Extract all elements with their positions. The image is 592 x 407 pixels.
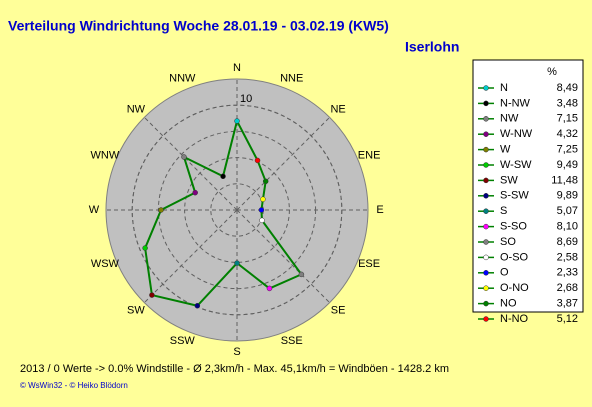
marker bbox=[158, 207, 164, 213]
marker bbox=[234, 260, 240, 266]
legend-value: 8,69 bbox=[557, 236, 578, 248]
legend-value: 5,07 bbox=[557, 205, 578, 217]
direction-label: NNE bbox=[280, 73, 303, 85]
direction-label: SSE bbox=[281, 335, 303, 347]
legend-marker bbox=[483, 193, 489, 199]
marker bbox=[142, 245, 148, 251]
direction-label: WSW bbox=[91, 258, 120, 270]
legend-value: 7,25 bbox=[557, 144, 578, 156]
legend-label: SW bbox=[500, 174, 518, 186]
legend-value: 3,87 bbox=[557, 298, 578, 310]
legend-marker bbox=[483, 177, 489, 184]
legend-value: 8,10 bbox=[557, 221, 578, 233]
legend-label: W-SW bbox=[500, 159, 532, 171]
legend-value: 5,12 bbox=[557, 313, 578, 325]
legend-value: 9,49 bbox=[557, 159, 578, 171]
direction-label: ENE bbox=[358, 150, 381, 162]
legend-marker bbox=[483, 208, 489, 214]
marker bbox=[194, 303, 201, 309]
legend-label: S-SW bbox=[500, 190, 529, 202]
marker bbox=[181, 154, 187, 160]
legend-marker bbox=[483, 239, 489, 245]
legend-box bbox=[472, 59, 584, 313]
direction-label: SE bbox=[331, 304, 346, 316]
direction-label: W bbox=[89, 204, 100, 216]
direction-label: SW bbox=[127, 304, 145, 316]
legend-marker bbox=[483, 300, 489, 307]
legend-marker bbox=[483, 254, 489, 261]
legend-marker bbox=[483, 270, 489, 276]
legend-value: 4,32 bbox=[557, 128, 578, 140]
legend-marker bbox=[483, 146, 489, 153]
legend-value: 2,68 bbox=[557, 282, 578, 294]
direction-label: NNW bbox=[169, 73, 196, 85]
legend-marker bbox=[483, 223, 489, 230]
direction-label: ESE bbox=[358, 258, 380, 270]
legend-marker bbox=[483, 131, 489, 137]
marker bbox=[254, 157, 261, 164]
legend-value: 7,15 bbox=[557, 113, 578, 125]
legend-label: O bbox=[500, 267, 509, 279]
legend-label: NO bbox=[500, 298, 517, 310]
legend-marker bbox=[483, 162, 489, 168]
direction-label: E bbox=[376, 204, 383, 216]
legend-marker bbox=[483, 100, 489, 107]
legend-value: 3,48 bbox=[557, 97, 578, 109]
legend-header: % bbox=[547, 66, 557, 78]
legend-label: SO bbox=[500, 236, 516, 248]
chart-title: Verteilung Windrichtung Woche 28.01.19 -… bbox=[8, 18, 389, 34]
legend-label: S bbox=[500, 205, 507, 217]
legend-value: 8,49 bbox=[557, 82, 578, 94]
legend-label: W bbox=[500, 144, 511, 156]
tick-ring bbox=[131, 104, 343, 316]
legend-marker bbox=[483, 285, 489, 291]
legend-label: N bbox=[500, 82, 508, 94]
legend-marker bbox=[483, 316, 489, 322]
r-tick-label: 10 bbox=[240, 93, 252, 105]
spoke bbox=[144, 209, 238, 303]
legend-label: W-NW bbox=[500, 128, 533, 140]
spoke bbox=[144, 117, 238, 211]
legend-label: N-NO bbox=[500, 313, 529, 325]
marker bbox=[220, 173, 226, 180]
marker bbox=[258, 207, 265, 213]
legend-value: 2,58 bbox=[557, 251, 578, 263]
footer: 2013 / 0 Werte -> 0.0% Windstille - Ø 2,… bbox=[20, 363, 449, 375]
direction-label: NW bbox=[127, 103, 146, 115]
direction-label: SSW bbox=[170, 335, 196, 347]
direction-label: N bbox=[233, 62, 241, 74]
marker bbox=[192, 189, 198, 196]
legend-value: 9,89 bbox=[557, 190, 578, 202]
legend-label: O-NO bbox=[500, 282, 529, 294]
legend-value: 2,33 bbox=[557, 267, 578, 279]
legend-label: S-SO bbox=[500, 221, 527, 233]
direction-label: NE bbox=[330, 103, 345, 115]
marker bbox=[259, 217, 265, 224]
legend-label: NW bbox=[500, 113, 519, 125]
legend-marker bbox=[483, 85, 489, 91]
spoke bbox=[236, 117, 330, 211]
direction-label: S bbox=[233, 346, 240, 358]
marker bbox=[260, 196, 266, 203]
legend-marker bbox=[483, 116, 489, 122]
marker bbox=[149, 292, 155, 298]
direction-label: WNW bbox=[91, 150, 120, 162]
legend-label: O-SO bbox=[500, 251, 529, 263]
marker bbox=[266, 285, 273, 292]
spoke bbox=[236, 209, 330, 303]
marker bbox=[262, 178, 269, 185]
marker bbox=[298, 271, 305, 278]
marker bbox=[234, 118, 240, 124]
location: Iserlohn bbox=[405, 39, 459, 55]
legend-value: 11,48 bbox=[551, 174, 578, 186]
credit: © WsWin32 - © Heiko Blödorn bbox=[20, 381, 128, 390]
legend-label: N-NW bbox=[500, 97, 531, 109]
